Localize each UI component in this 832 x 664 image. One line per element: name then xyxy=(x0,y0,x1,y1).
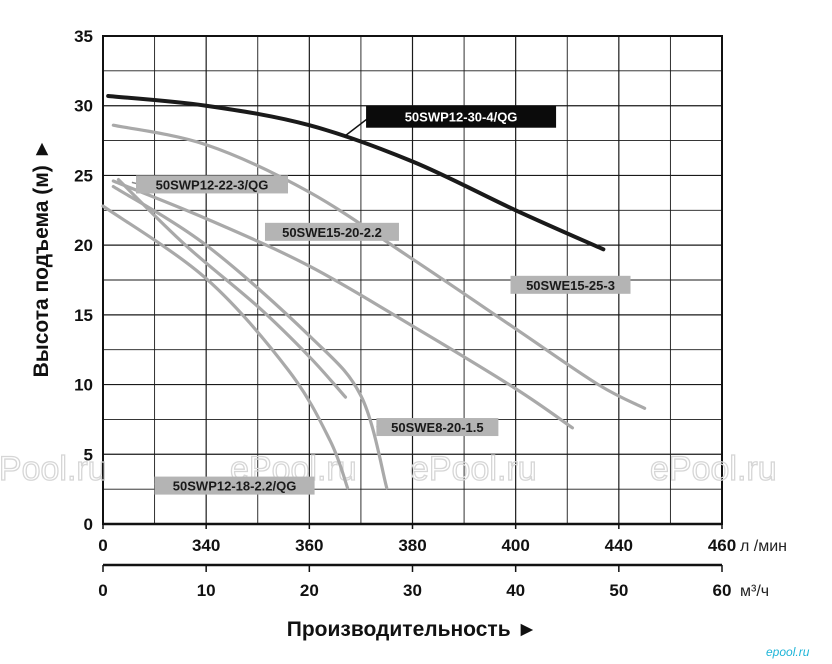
curve-label-box xyxy=(154,476,315,495)
curve-label-box xyxy=(136,175,289,194)
curve-label-text: 50SWP12-18-2.2/QG xyxy=(173,479,297,494)
watermark-text: ePool.ru xyxy=(650,450,777,488)
x-top-tick-labels: 0 340 360 380 400 440 460 xyxy=(98,524,736,555)
x-top-tick-label: 460 xyxy=(708,536,736,555)
x-bottom-tick-label: 50 xyxy=(609,581,628,600)
x-top-tick-label: 380 xyxy=(398,536,426,555)
x-top-tick-label: 340 xyxy=(192,536,220,555)
y-tick-label: 35 xyxy=(74,27,93,46)
curve-label-box xyxy=(264,222,399,241)
curve-label-box xyxy=(376,418,499,437)
x-bottom-tick-label: 0 xyxy=(98,581,107,600)
curve-50SWP12-22-3/QG xyxy=(111,184,389,490)
x-top-tick-label: 0 xyxy=(98,536,107,555)
y-tick-label: 5 xyxy=(84,445,93,464)
curve-50SWP12-18-2.2/QG xyxy=(101,204,350,490)
x-bottom-unit: м³/ч xyxy=(740,583,769,600)
y-tick-label: 10 xyxy=(74,376,93,395)
curve-label-box xyxy=(366,105,557,128)
x-bottom-tick-label: 20 xyxy=(300,581,319,600)
y-tick-labels: 0 5 10 15 20 25 30 35 xyxy=(74,27,93,534)
watermark-text: ePool.ru xyxy=(410,450,537,488)
x-bottom-tick-label: 30 xyxy=(403,581,422,600)
curve-50SWE15-25-3 xyxy=(111,123,647,410)
x-top-tick-label: 400 xyxy=(501,536,529,555)
brand-logo: epool.ru xyxy=(766,645,810,659)
curve-label-text: 50SWE15-25-3 xyxy=(526,278,615,293)
curve-label-text: 50SWP12-22-3/QG xyxy=(156,177,269,192)
y-tick-label: 20 xyxy=(74,236,93,255)
y-tick-label: 25 xyxy=(74,166,93,185)
curve-label-text: 50SWE15-20-2.2 xyxy=(282,225,382,240)
y-tick-label: 30 xyxy=(74,97,93,116)
curve-label-text: 50SWE8-20-1.5 xyxy=(391,420,484,435)
x-axis-title: Производительность ► xyxy=(287,618,537,641)
curve-50SWP12-30-4/QG xyxy=(106,93,606,252)
label-leader-line xyxy=(343,116,371,137)
y-tick-label: 0 xyxy=(84,515,93,534)
x-top-unit: л /мин xyxy=(740,538,787,555)
curve-label-text: 50SWP12-30-4/QG xyxy=(405,110,518,125)
x-bottom-tick-label: 40 xyxy=(506,581,525,600)
curve-labels: 50SWP12-30-4/QG 50SWE15-25-3 50SWE15-20-2.… xyxy=(131,105,631,495)
curves xyxy=(101,93,647,490)
x-top-tick-label: 360 xyxy=(295,536,323,555)
y-axis-title: Высота подъема (м) ► xyxy=(30,139,53,378)
x-bottom-tick-label: 60 xyxy=(713,581,732,600)
x-top-tick-label: 440 xyxy=(605,536,633,555)
watermark-text: ePool.ru xyxy=(0,450,107,488)
x-bottom-tick-label: 10 xyxy=(197,581,216,600)
curve-50SWE8-20-1.5 xyxy=(116,178,348,399)
curve-50SWE15-20-2.2 xyxy=(111,179,575,430)
y-tick-label: 15 xyxy=(74,306,93,325)
x-bottom-tick-labels: 0 10 20 30 40 50 60 xyxy=(98,565,731,600)
curve-label-box xyxy=(510,275,631,294)
